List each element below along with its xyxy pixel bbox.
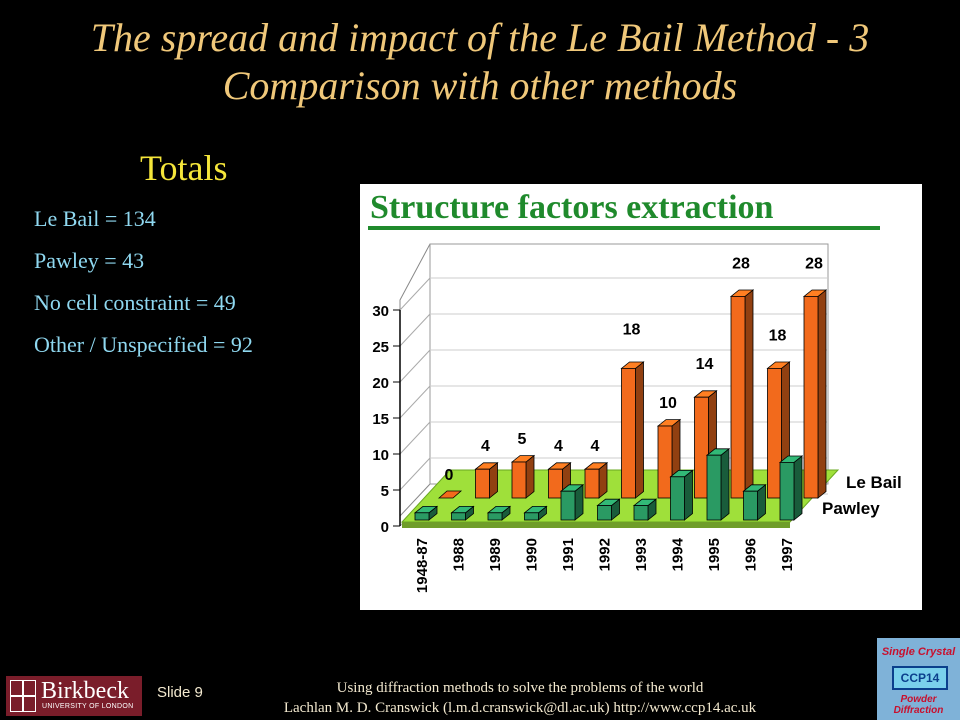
ccp14-logo: Single Crystal CCP14 Powder Diffraction — [877, 638, 960, 720]
logo-subtitle: UNIVERSITY OF LONDON — [42, 703, 134, 710]
data-label-1994: 14 — [696, 356, 714, 373]
y-tick-label-0: 0 — [381, 519, 389, 536]
y-tick-label-25: 25 — [372, 339, 389, 356]
bar-pawley-1997 — [779, 461, 795, 521]
slide-title: The spread and impact of the Le Bail Met… — [0, 14, 960, 110]
x-tick-label-1992: 1992 — [597, 538, 614, 571]
totals-heading: Totals — [140, 148, 228, 188]
x-tick-label-1995: 1995 — [706, 538, 723, 571]
bar-pawley-1948-87 — [414, 512, 430, 521]
x-tick-label-1996: 1996 — [743, 538, 760, 571]
bar-pawley-1992 — [597, 505, 612, 521]
ccp14-logo-bottom: Powder Diffraction — [893, 694, 944, 716]
bar-lebail-1997 — [803, 296, 819, 499]
bar-pawley-1994-side — [684, 469, 693, 521]
gridline-left-15 — [399, 385, 431, 419]
bar-lebail-1997-side — [817, 289, 827, 499]
title-line-2: Comparison with other methods — [222, 63, 738, 108]
total-pawley: Pawley = 43 — [34, 248, 145, 273]
gridline-left-25 — [399, 313, 431, 347]
birkbeck-logo: Birkbeck UNIVERSITY OF LONDON — [6, 676, 142, 716]
data-label-1991: 4 — [591, 438, 600, 455]
left-wall — [399, 243, 431, 518]
totals-list: Le Bail = 134 Pawley = 43 No cell constr… — [34, 204, 253, 372]
bar-lebail-1991 — [584, 468, 600, 499]
bar-lebail-1989 — [511, 461, 527, 499]
y-tick-label-20: 20 — [372, 375, 389, 392]
title-line-1: The spread and impact of the Le Bail Met… — [90, 15, 870, 60]
footer-line-2: Lachlan M. D. Cranswick (l.m.d.cranswick… — [283, 700, 757, 716]
bar-pawley-1995 — [706, 454, 722, 521]
x-tick-label-1991: 1991 — [560, 538, 577, 571]
x-tick-label-1948-87: 1948-87 — [414, 538, 431, 593]
x-tick-label-1994: 1994 — [670, 537, 687, 571]
bar-pawley-1989 — [487, 512, 503, 521]
series-label-le-bail: Le Bail — [846, 473, 902, 492]
logo-name: Birkbeck — [41, 678, 129, 704]
x-tick-label-1988: 1988 — [451, 538, 468, 571]
bar-pawley-1990 — [524, 512, 539, 521]
footer-line-1: Using diffraction methods to solve the p… — [336, 680, 704, 696]
total-other: Other / Unspecified = 92 — [34, 332, 253, 357]
ccp14-logo-middle: CCP14 — [892, 666, 948, 690]
bar-pawley-1994 — [670, 476, 685, 521]
series-label-pawley: Pawley — [822, 499, 880, 518]
bar-lebail-1948-87 — [437, 490, 463, 499]
data-label-1990: 4 — [554, 438, 563, 455]
gridline-left-10 — [399, 421, 431, 455]
bar-lebail-1989-side — [525, 454, 535, 499]
bar-lebail-1992 — [621, 367, 636, 499]
data-label-1995: 28 — [732, 255, 750, 272]
x-tick-label-1997: 1997 — [779, 538, 796, 571]
total-le-bail: Le Bail = 134 — [34, 206, 156, 231]
data-label-1997: 28 — [805, 255, 823, 272]
footer: Using diffraction methods to solve the p… — [220, 678, 820, 718]
chart-title: Structure factors extraction — [370, 189, 774, 226]
data-label-1989: 5 — [518, 431, 527, 448]
bar-lebail-1992-side — [635, 361, 644, 499]
y-tick-label-30: 30 — [372, 303, 389, 320]
data-label-1996: 18 — [769, 327, 787, 344]
gridline-left-20 — [399, 349, 431, 383]
y-tick-label-10: 10 — [372, 447, 389, 464]
bar-pawley-1996 — [743, 490, 758, 521]
chart-panel: Structure factors extraction 0 5 10 15 20 25 30… — [360, 184, 922, 610]
bar-lebail-1993 — [657, 425, 673, 499]
y-tick-label-5: 5 — [381, 483, 389, 500]
bar-lebail-1995-side — [744, 289, 754, 499]
structure-factors-chart: Structure factors extraction 0 5 10 15 20 25 30… — [368, 189, 902, 593]
bar-pawley-1993 — [633, 505, 649, 521]
x-tick-label-1993: 1993 — [633, 538, 650, 571]
bar-pawley-1995-side — [720, 447, 730, 521]
bar-lebail-1990 — [548, 468, 563, 499]
bar-pawley-1991 — [560, 490, 576, 521]
data-label-1988: 4 — [481, 438, 490, 455]
bar-pawley-1988 — [451, 512, 466, 521]
x-tick-label-1989: 1989 — [487, 538, 504, 571]
crest-icon — [10, 680, 36, 712]
total-no-cell-constraint: No cell constraint = 49 — [34, 290, 236, 315]
data-label-1948-87: 0 — [445, 467, 454, 484]
data-label-1993: 10 — [659, 395, 677, 412]
y-tick-label-15: 15 — [372, 411, 389, 428]
gridline-left-30 — [399, 277, 431, 311]
bar-lebail-1996 — [767, 367, 782, 499]
bar-lebail-1988 — [475, 468, 490, 499]
chart-floor-front — [402, 522, 790, 528]
data-label-1992: 18 — [623, 321, 641, 338]
bar-lebail-1994 — [694, 396, 709, 499]
slide-number: Slide 9 — [157, 684, 203, 701]
chart-title-underline — [368, 226, 880, 230]
bar-pawley-1997-side — [793, 455, 803, 521]
bar-lebail-1995 — [730, 296, 746, 499]
ccp14-logo-top: Single Crystal — [881, 646, 956, 658]
x-tick-label-1990: 1990 — [524, 538, 541, 571]
gridline-left-5 — [399, 457, 431, 491]
